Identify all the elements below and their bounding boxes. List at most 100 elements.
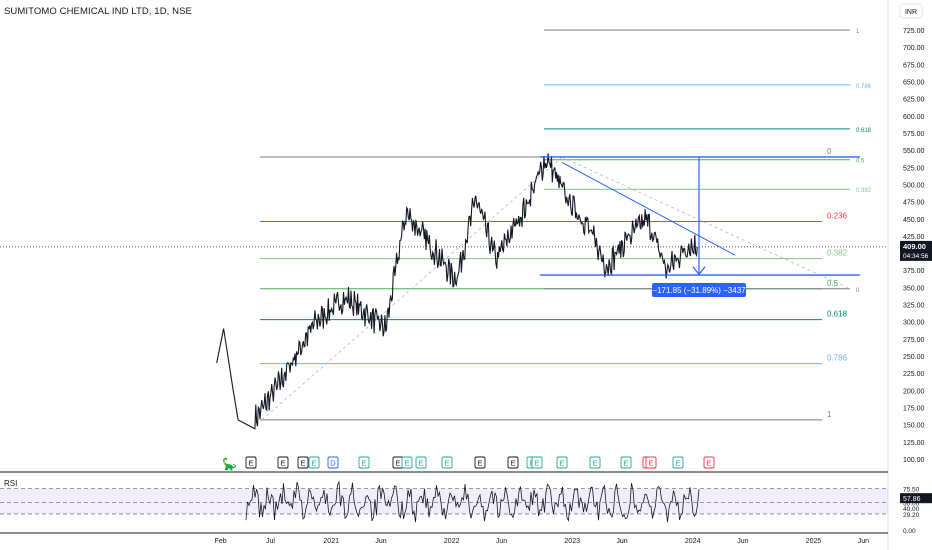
x-tick-label: Jun	[616, 538, 627, 545]
price-line	[216, 153, 698, 430]
x-tick-label: 2024	[685, 538, 701, 545]
last-price-badge	[900, 240, 932, 261]
event-box	[297, 456, 309, 469]
event-marker: E	[672, 456, 684, 469]
event-label: E	[706, 459, 711, 468]
y-tick-label: 650.00	[903, 79, 925, 86]
countdown-label: 04:34:56	[903, 253, 929, 260]
x-tick-label: 2022	[444, 538, 460, 545]
event-marker: E	[401, 456, 413, 469]
y-tick-label: 100.00	[903, 457, 925, 464]
event-box	[556, 456, 568, 469]
measure-label-bg	[652, 283, 746, 297]
currency-badge	[899, 3, 923, 19]
x-tick-label: Feb	[215, 538, 227, 545]
event-box	[672, 456, 684, 469]
event-label: E	[444, 459, 449, 468]
event-box	[441, 456, 453, 469]
y-tick-label: 250.00	[903, 354, 925, 361]
event-label: E	[300, 459, 305, 468]
rsi-current-badge	[900, 493, 932, 504]
x-tick-label: 2021	[323, 538, 339, 545]
y-tick-label: 150.00	[903, 423, 925, 430]
event-label: E	[675, 459, 680, 468]
y-tick-label: 525.00	[903, 165, 925, 172]
event-marker: E	[556, 456, 568, 469]
fib-lower-label: 0.618	[827, 310, 848, 319]
event-box	[277, 456, 289, 469]
event-box	[358, 456, 370, 469]
y-tick-label: 275.00	[903, 337, 925, 344]
fib-lower-label: 0.5	[827, 279, 839, 288]
event-marker: E	[531, 456, 543, 469]
fib-lower-trendline	[261, 156, 563, 421]
y-tick-label: 175.00	[903, 406, 925, 413]
event-label: D	[330, 459, 336, 468]
y-tick-label: 300.00	[903, 320, 925, 327]
y-tick-label: 600.00	[903, 114, 925, 121]
rsi-current-label: 57.86	[903, 496, 921, 503]
y-tick-label: 550.00	[903, 148, 925, 155]
rsi-tick-label: 50.00	[903, 501, 920, 508]
event-label: E	[623, 459, 628, 468]
event-marker: E	[507, 456, 519, 469]
y-tick-label: 325.00	[903, 303, 925, 310]
y-tick-label: 350.00	[903, 285, 925, 292]
event-box	[245, 456, 257, 469]
event-box	[703, 456, 715, 469]
event-label: E	[248, 459, 253, 468]
fib-lower-label: 0.382	[827, 249, 848, 258]
event-box	[327, 456, 339, 469]
rsi-tick-label: 75.50	[903, 486, 920, 493]
y-tick-label: 700.00	[903, 45, 925, 52]
y-tick-label: 200.00	[903, 388, 925, 395]
event-box	[308, 456, 320, 469]
event-marker: E	[358, 456, 370, 469]
event-marker: E	[297, 456, 309, 469]
event-label: E	[510, 459, 515, 468]
fib-upper-label: 1	[856, 29, 860, 35]
event-label: E	[280, 459, 285, 468]
event-box	[415, 456, 427, 469]
y-tick-label: 500.00	[903, 182, 925, 189]
event-box	[645, 456, 657, 469]
x-tick-label: Jun	[496, 538, 507, 545]
event-label: E	[648, 459, 653, 468]
x-tick-label: Jun	[375, 538, 386, 545]
rsi-label: RSI	[4, 479, 18, 488]
event-marker: E	[441, 456, 453, 469]
y-tick-label: 725.00	[903, 28, 925, 35]
measure-label: −171.85 (−31.89%) −3437	[652, 286, 746, 295]
event-marker: E	[645, 456, 657, 469]
y-tick-label: 125.00	[903, 440, 925, 447]
event-marker: E	[474, 456, 486, 469]
fib-upper-trendline	[561, 156, 851, 290]
fib-upper-label: 0.786	[856, 84, 872, 90]
x-tick-label: 2025	[806, 538, 822, 545]
x-tick-label: Jun	[737, 538, 748, 545]
event-marker: E	[308, 456, 320, 469]
rsi-tick-label: 40.00	[903, 506, 920, 513]
y-tick-label: 675.00	[903, 62, 925, 69]
y-tick-label: 375.00	[903, 268, 925, 275]
event-marker: E	[589, 456, 601, 469]
fib-lower-label: 0.236	[827, 212, 848, 221]
event-marker: E	[620, 456, 632, 469]
event-box	[620, 456, 632, 469]
event-label: E	[395, 459, 400, 468]
y-tick-label: 425.00	[903, 234, 925, 241]
fib-upper-label: 0.618	[856, 128, 872, 134]
x-tick-label: Jul	[266, 538, 275, 545]
event-box	[531, 456, 543, 469]
fib-upper-label: 0.382	[856, 188, 872, 194]
event-marker: E	[277, 456, 289, 469]
last-price-label: 409.00	[903, 242, 926, 251]
event-label: E	[404, 459, 409, 468]
rsi-tick-label: 0.00	[903, 528, 916, 535]
event-label: E	[534, 459, 539, 468]
chart-title: SUMITOMO CHEMICAL IND LTD, 1D, NSE	[4, 6, 192, 17]
fib-lower-label: 0.786	[827, 354, 848, 363]
dinosaur-icon: 🦕	[222, 457, 237, 471]
event-label: E	[559, 459, 564, 468]
